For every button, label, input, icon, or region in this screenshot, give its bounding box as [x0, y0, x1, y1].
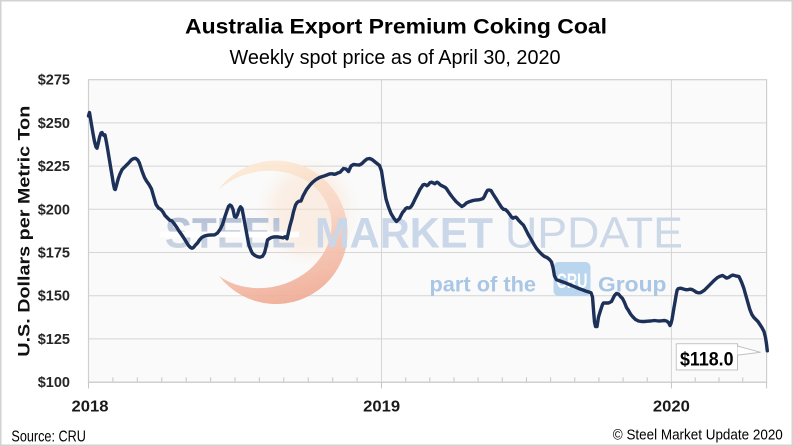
svg-text:$225: $225 [38, 159, 70, 175]
svg-text:2019: 2019 [363, 399, 400, 416]
svg-text:$125: $125 [38, 332, 70, 348]
svg-text:$150: $150 [38, 289, 70, 305]
svg-text:Group: Group [598, 274, 667, 297]
svg-text:$275: $275 [38, 73, 70, 89]
svg-text:© Steel Market Update 2020: © Steel Market Update 2020 [613, 427, 783, 444]
svg-text:MARKET: MARKET [315, 210, 493, 258]
svg-text:UPDATE: UPDATE [505, 209, 683, 258]
svg-text:part of the: part of the [430, 274, 537, 297]
svg-text:Weekly spot price as of April: Weekly spot price as of April 30, 2020 [230, 46, 561, 69]
svg-text:U.S. Dollars per Metric Ton: U.S. Dollars per Metric Ton [15, 106, 34, 357]
svg-text:2018: 2018 [72, 399, 109, 416]
svg-text:$100: $100 [38, 375, 70, 391]
svg-text:$175: $175 [38, 246, 70, 262]
svg-text:Source: CRU: Source: CRU [11, 428, 86, 445]
svg-text:2020: 2020 [653, 399, 690, 416]
svg-text:$118.0: $118.0 [680, 348, 734, 370]
svg-text:$200: $200 [38, 202, 70, 218]
svg-text:$250: $250 [38, 116, 70, 132]
svg-text:Australia Export Premium Cokin: Australia Export Premium Coking Coal [185, 15, 607, 39]
